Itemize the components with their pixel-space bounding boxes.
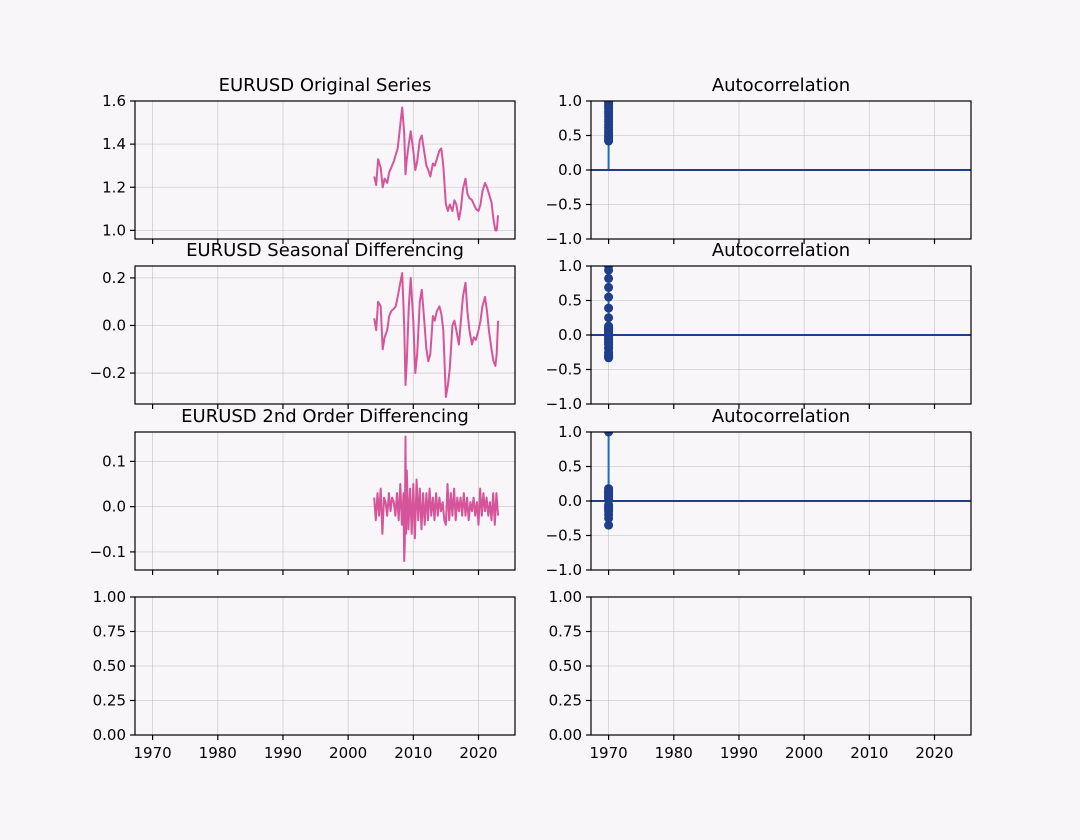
y-tick-label: −0.5 <box>546 361 582 379</box>
subplot-title: EURUSD Original Series <box>219 75 432 96</box>
plot-content <box>591 101 971 171</box>
subplot-title: EURUSD 2nd Order Differencing <box>181 406 469 427</box>
series-line <box>373 435 500 562</box>
x-tick-label: 1980 <box>199 744 237 762</box>
y-tick-label: 0.75 <box>93 623 126 641</box>
acf-point <box>604 292 614 302</box>
y-tick-label: 0.5 <box>558 127 582 145</box>
y-tick-label: 1.6 <box>102 92 126 110</box>
x-tick-label: 2000 <box>785 744 823 762</box>
y-tick-label: 0.1 <box>102 452 126 470</box>
subplot-title: Autocorrelation <box>712 75 850 96</box>
y-tick-label: 0.00 <box>549 726 582 744</box>
plot-area <box>135 101 515 239</box>
acf-point <box>604 513 614 523</box>
subplot-ts2: 0.2 0.0 −0.2 EURUSD Seasonal Differencing <box>90 240 516 409</box>
acf-point <box>604 266 614 275</box>
y-tick-label: −1.0 <box>546 561 582 579</box>
subplot-empty2: 1.00 0.75 0.50 0.25 0.00 1970 1980 1990 2000 2010… <box>549 588 972 762</box>
x-tick-label: 2000 <box>329 744 367 762</box>
subplot-acf1: 1.0 0.5 0.0 −0.5 −1.0 Autocorrelation <box>546 75 972 248</box>
plot-content <box>373 435 500 562</box>
subplot-ts3: 0.1 0.0 −0.1 EURUSD 2nd Order Differencing <box>90 406 516 575</box>
plot-content <box>373 272 500 398</box>
y-tick-label: 0.0 <box>102 316 126 334</box>
y-tick-label: −0.5 <box>546 527 582 545</box>
y-tick-label: 0.2 <box>102 269 126 287</box>
y-tick-label: 1.0 <box>558 423 582 441</box>
acf-point <box>604 313 614 323</box>
y-tick-label: −1.0 <box>546 395 582 413</box>
x-tick-label: 1970 <box>134 744 172 762</box>
subplot-title: Autocorrelation <box>712 406 850 427</box>
y-tick-label: −0.5 <box>546 196 582 214</box>
y-tick-label: 0.50 <box>549 657 582 675</box>
y-tick-label: 0.0 <box>558 326 582 344</box>
acf-point <box>604 520 614 530</box>
axes-frame <box>134 100 516 240</box>
y-tick-label: 1.0 <box>558 92 582 110</box>
x-tick-label: 2020 <box>915 744 953 762</box>
x-tick-label: 2020 <box>459 744 497 762</box>
x-tick-label: 2010 <box>850 744 888 762</box>
acf-point <box>604 504 614 514</box>
subplot-grid: 1.6 1.4 1.2 1.0 EURUSD Original Series 1.0 0.5… <box>90 75 972 762</box>
acf-point <box>604 432 614 437</box>
acf-point <box>604 273 614 283</box>
plot-content <box>373 106 500 232</box>
y-tick-label: 0.0 <box>558 492 582 510</box>
subplot-acf2: 1.0 0.5 0.0 −0.5 −1.0 Autocorrelation <box>546 240 972 413</box>
acf-point <box>604 282 614 292</box>
acf-point <box>604 136 614 146</box>
y-tick-label: −0.2 <box>90 364 126 382</box>
axes-frame <box>134 265 516 405</box>
y-tick-label: 0.50 <box>93 657 126 675</box>
y-tick-label: −0.1 <box>90 543 126 561</box>
acf-point <box>604 487 614 497</box>
y-tick-label: 0.75 <box>549 623 582 641</box>
x-tick-label: 1970 <box>590 744 628 762</box>
y-tick-label: 1.4 <box>102 135 126 153</box>
y-tick-label: 1.0 <box>102 221 126 239</box>
series-line <box>373 272 500 398</box>
plot-content <box>591 432 971 530</box>
y-tick-label: 1.2 <box>102 178 126 196</box>
x-tick-label: 2010 <box>394 744 432 762</box>
y-tick-label: 0.00 <box>93 726 126 744</box>
y-tick-label: 0.5 <box>558 292 582 310</box>
y-tick-label: −1.0 <box>546 230 582 248</box>
subplot-acf3: 1.0 0.5 0.0 −0.5 −1.0 Autocorrelation <box>546 406 972 579</box>
y-tick-label: 0.25 <box>93 692 126 710</box>
x-tick-label: 1990 <box>264 744 302 762</box>
x-tick-label: 1990 <box>720 744 758 762</box>
subplot-empty1: 1.00 0.75 0.50 0.25 0.00 1970 1980 1990 2000 2010… <box>93 588 516 762</box>
y-tick-label: 0.25 <box>549 692 582 710</box>
y-tick-label: 0.0 <box>558 161 582 179</box>
y-tick-label: 1.0 <box>558 257 582 275</box>
x-tick-label: 1980 <box>655 744 693 762</box>
acf-point <box>604 303 614 313</box>
subplot-title: EURUSD Seasonal Differencing <box>186 240 464 261</box>
series-line <box>373 106 500 232</box>
subplot-ts1: 1.6 1.4 1.2 1.0 EURUSD Original Series <box>102 75 516 244</box>
acf-point <box>604 337 614 347</box>
y-tick-label: 0.5 <box>558 458 582 476</box>
y-tick-label: 0.0 <box>102 498 126 516</box>
y-tick-label: 1.00 <box>93 588 126 606</box>
axes-frame <box>134 431 516 571</box>
subplot-title: Autocorrelation <box>712 240 850 261</box>
y-tick-label: 1.00 <box>549 588 582 606</box>
plot-content <box>591 266 971 363</box>
